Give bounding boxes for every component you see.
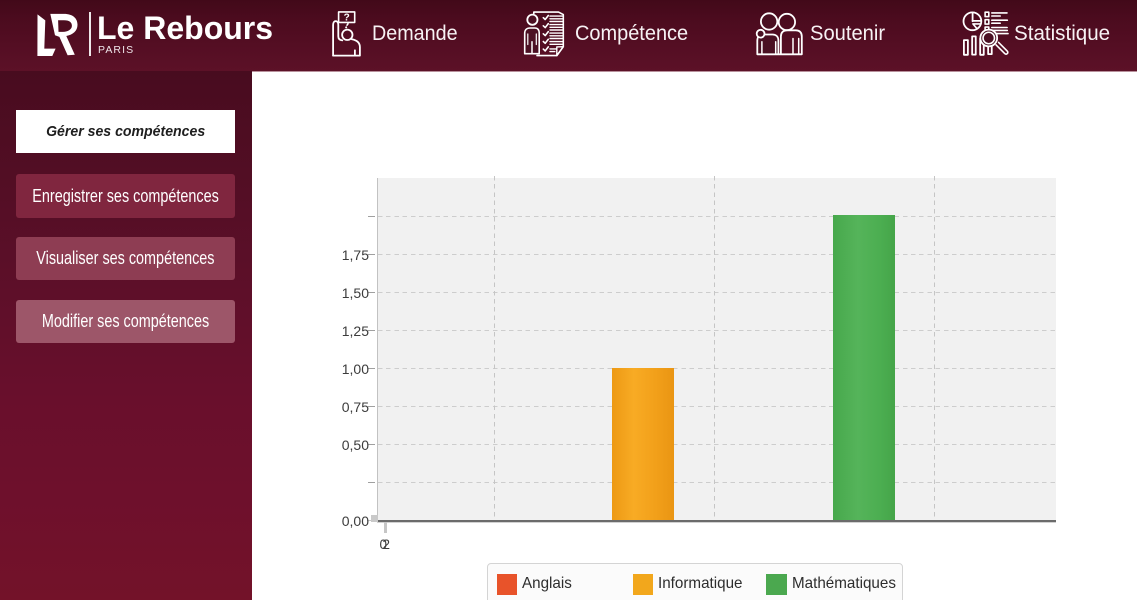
svg-text:?: ? [344, 12, 350, 23]
